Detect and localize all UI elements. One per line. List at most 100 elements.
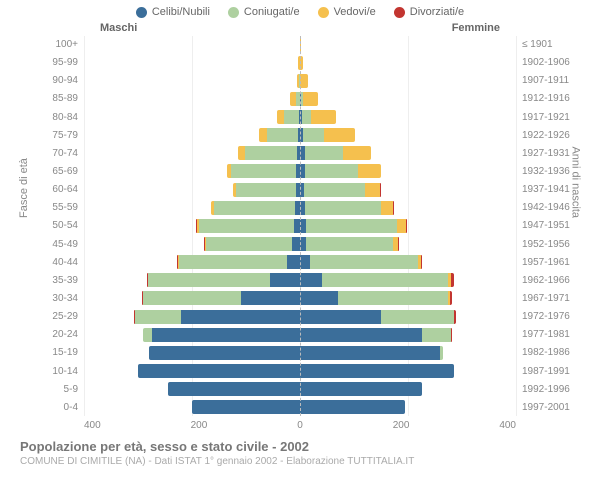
female-bar	[300, 346, 516, 360]
bar-segment	[148, 273, 270, 287]
male-bar	[84, 382, 300, 396]
female-bar	[300, 328, 516, 342]
female-bar	[300, 237, 516, 251]
male-bar	[84, 328, 300, 342]
bar-segment	[143, 328, 151, 342]
gridline	[516, 36, 517, 416]
male-bar	[84, 291, 300, 305]
birth-year-label: 1992-1996	[516, 384, 580, 395]
bar-segment	[303, 92, 318, 106]
bar-segment	[451, 273, 454, 287]
bar-segment	[300, 310, 381, 324]
birth-year-label: 1937-1941	[516, 184, 580, 195]
birth-year-label: 1902-1906	[516, 57, 580, 68]
bar-segment	[300, 346, 440, 360]
bar-segment	[135, 310, 181, 324]
age-label: 5-9	[20, 384, 84, 395]
bar-segment	[206, 237, 292, 251]
legend-swatch	[228, 7, 239, 18]
birth-year-label: 1967-1971	[516, 293, 580, 304]
birth-year-label: 1982-1986	[516, 347, 580, 358]
male-bar	[84, 183, 300, 197]
legend-item: Vedovi/e	[318, 6, 376, 18]
birth-year-label: 1957-1961	[516, 257, 580, 268]
male-bar	[84, 56, 300, 70]
bar-segment	[199, 219, 294, 233]
bar-segment	[300, 382, 422, 396]
male-bar	[84, 146, 300, 160]
female-bar	[300, 273, 516, 287]
male-bar	[84, 201, 300, 215]
female-bar	[300, 310, 516, 324]
bar-segment	[454, 310, 456, 324]
age-label: 95-99	[20, 57, 84, 68]
birth-year-label: 1972-1976	[516, 311, 580, 322]
female-bar	[300, 291, 516, 305]
chart-title: Popolazione per età, sesso e stato civil…	[20, 439, 580, 454]
bar-segment	[287, 255, 300, 269]
bar-segment	[305, 146, 343, 160]
bar-segment	[302, 110, 311, 124]
birth-year-label: 1917-1921	[516, 112, 580, 123]
male-label: Maschi	[100, 22, 137, 34]
male-bar	[84, 255, 300, 269]
male-bar	[84, 310, 300, 324]
chart-subtitle: COMUNE DI CIMITILE (NA) - Dati ISTAT 1° …	[20, 456, 580, 467]
bar-segment	[310, 255, 418, 269]
age-label: 90-94	[20, 75, 84, 86]
bar-segment	[231, 164, 296, 178]
bar-segment	[270, 273, 300, 287]
female-bar	[300, 364, 516, 378]
male-bar	[84, 92, 300, 106]
bar-segment	[304, 183, 364, 197]
male-bar	[84, 400, 300, 414]
bar-segment	[168, 382, 300, 396]
bar-segment	[300, 291, 338, 305]
bar-segment	[451, 328, 452, 342]
birth-year-label: 1962-1966	[516, 275, 580, 286]
age-label: 80-84	[20, 112, 84, 123]
age-label: 10-14	[20, 366, 84, 377]
male-bar	[84, 237, 300, 251]
male-bar	[84, 346, 300, 360]
bar-segment	[365, 183, 380, 197]
birth-year-label: 1997-2001	[516, 402, 580, 413]
bar-segment	[343, 146, 371, 160]
male-bar	[84, 38, 300, 52]
birth-year-label: 1947-1951	[516, 220, 580, 231]
legend-label: Coniugati/e	[244, 6, 300, 18]
female-label: Femmine	[452, 22, 500, 34]
female-bar	[300, 38, 516, 52]
bar-segment	[192, 400, 300, 414]
bar-segment	[305, 164, 358, 178]
male-bar	[84, 74, 300, 88]
x-tick: 400	[84, 420, 101, 431]
legend-item: Divorziati/e	[394, 6, 464, 18]
bar-segment	[300, 74, 308, 88]
age-label: 0-4	[20, 402, 84, 413]
bar-segment	[450, 291, 452, 305]
bar-segment	[305, 201, 381, 215]
birth-year-label: 1932-1936	[516, 166, 580, 177]
legend-swatch	[394, 7, 405, 18]
birth-year-label: 1987-1991	[516, 366, 580, 377]
female-bar	[300, 164, 516, 178]
female-bar	[300, 128, 516, 142]
chart-rows: 100+≤ 190195-991902-190690-941907-191185…	[20, 36, 580, 416]
male-bar	[84, 110, 300, 124]
chart: Maschi Femmine Fasce di età Anni di nasc…	[20, 18, 580, 431]
bar-segment	[380, 183, 381, 197]
x-tick: 400	[499, 420, 516, 431]
male-bar	[84, 364, 300, 378]
bar-segment	[259, 128, 267, 142]
bar-segment	[149, 346, 300, 360]
male-bar	[84, 164, 300, 178]
age-label: 75-79	[20, 130, 84, 141]
bar-segment	[300, 400, 405, 414]
bar-segment	[381, 201, 393, 215]
bar-segment	[300, 273, 322, 287]
female-bar	[300, 400, 516, 414]
female-bar	[300, 255, 516, 269]
male-bar	[84, 273, 300, 287]
age-label: 85-89	[20, 93, 84, 104]
